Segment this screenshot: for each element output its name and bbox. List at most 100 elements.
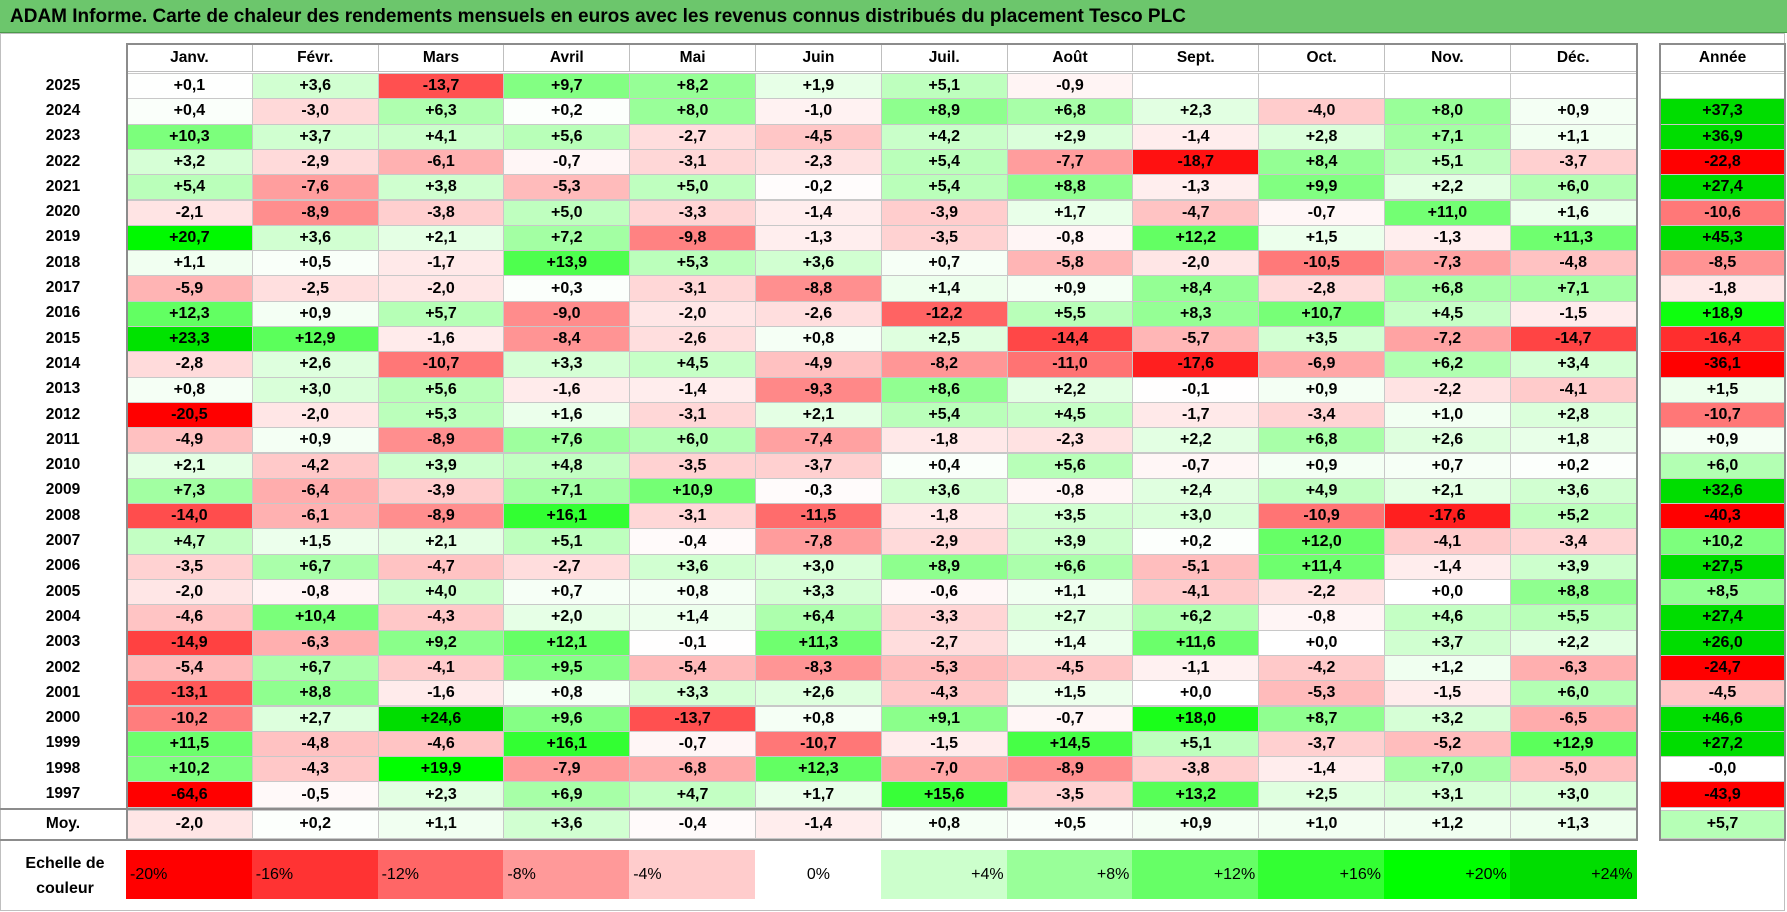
year-cell: +10,2 <box>1660 528 1785 555</box>
heatmap-cell: -13,7 <box>629 705 756 732</box>
heatmap-cell: -6,5 <box>1509 705 1637 732</box>
year-cell <box>1660 73 1785 100</box>
year-cell: +0,9 <box>1660 427 1785 454</box>
heatmap-cell: +2,6 <box>1384 427 1511 454</box>
average-cell: +0,5 <box>1006 809 1134 839</box>
heatmap-cell: -4,3 <box>251 756 379 783</box>
heatmap-cell: +3,7 <box>1384 629 1511 656</box>
heatmap-cell: -3,7 <box>1258 730 1385 758</box>
heatmap-cell: -1,4 <box>1132 123 1260 150</box>
row-label: 2020 <box>45 203 81 221</box>
heatmap-cell: -1,8 <box>880 427 1008 454</box>
heatmap-cell: +5,6 <box>1006 452 1134 479</box>
heatmap-cell: -0,8 <box>1006 224 1134 252</box>
average-cell: -0,4 <box>629 809 756 839</box>
heatmap-cell: +2,2 <box>1006 376 1134 403</box>
column-header: Nov. <box>1384 43 1511 72</box>
heatmap-cell: -8,9 <box>377 503 505 530</box>
heatmap-cell: -3,3 <box>880 604 1008 631</box>
heatmap-cell: -9,0 <box>503 300 631 327</box>
year-cell: +27,2 <box>1660 730 1785 758</box>
heatmap-cell: +3,3 <box>755 579 882 606</box>
year-cell: -4,5 <box>1660 680 1785 707</box>
heatmap-cell: +3,7 <box>251 123 379 150</box>
heatmap-cell: -0,7 <box>629 730 756 758</box>
heatmap-cell: -0,4 <box>629 528 756 555</box>
heatmap-cell: +2,3 <box>377 781 505 808</box>
heatmap-cell: -4,5 <box>755 123 882 150</box>
heatmap-cell: -7,2 <box>1384 326 1511 353</box>
heatmap-cell: -7,9 <box>503 756 631 783</box>
heatmap-cell: +10,7 <box>1258 300 1385 327</box>
heatmap-cell: +4,0 <box>377 579 505 606</box>
row-label: 2011 <box>46 430 80 448</box>
color-scale-swatch: +4% <box>880 850 1008 899</box>
year-column-header: Année <box>1660 43 1785 72</box>
heatmap-cell: +1,4 <box>1006 629 1134 656</box>
heatmap-cell: -4,1 <box>377 654 505 682</box>
heatmap-cell: -7,6 <box>251 174 379 201</box>
heatmap-cell: +3,4 <box>1509 351 1637 378</box>
average-year-cell: +5,7 <box>1660 809 1785 839</box>
heatmap-cell: +9,1 <box>880 705 1008 732</box>
heatmap-cell: +1,5 <box>1006 680 1134 707</box>
heatmap-cell: +6,7 <box>251 553 379 580</box>
heatmap-cell: +0,2 <box>1132 528 1260 555</box>
heatmap-cell: -7,4 <box>755 427 882 454</box>
average-cell: +0,8 <box>880 809 1008 839</box>
heatmap-cell: -3,1 <box>629 401 756 429</box>
heatmap-cell: -4,1 <box>1509 376 1637 403</box>
heatmap-cell: -2,9 <box>880 528 1008 555</box>
heatmap-cell: -2,7 <box>880 629 1008 656</box>
heatmap-cell: -4,3 <box>377 604 505 631</box>
heatmap-cell: +4,7 <box>126 528 253 555</box>
heatmap-cell: +4,5 <box>629 351 756 378</box>
heatmap-cell: -1,4 <box>1258 756 1385 783</box>
heatmap-cell: +2,8 <box>1509 401 1637 429</box>
heatmap-cell: -4,6 <box>377 730 505 758</box>
year-cell: +46,6 <box>1660 705 1785 732</box>
color-scale-swatch: +24% <box>1509 850 1637 899</box>
heatmap-cell: +5,0 <box>503 199 631 226</box>
heatmap-cell: +2,1 <box>755 401 882 429</box>
row-label: 2004 <box>45 607 81 625</box>
heatmap-cell: +0,9 <box>251 427 379 454</box>
row-label: 2012 <box>45 405 81 423</box>
heatmap-cell: +0,5 <box>251 250 379 277</box>
heatmap-cell: +12,1 <box>503 629 631 656</box>
color-scale-swatch: 0% <box>755 850 882 899</box>
heatmap-cell: -1,3 <box>1132 174 1260 201</box>
heatmap-cell: -11,5 <box>755 503 882 530</box>
heatmap-cell: +4,5 <box>1006 401 1134 429</box>
heatmap-cell: +12,3 <box>755 756 882 783</box>
heatmap-cell: +12,9 <box>251 326 379 353</box>
year-cell: +45,3 <box>1660 224 1785 252</box>
heatmap-cell: +7,0 <box>1384 756 1511 783</box>
heatmap-cell: -17,6 <box>1384 503 1511 530</box>
heatmap-cell: +7,6 <box>503 427 631 454</box>
column-header: Avril <box>503 43 631 72</box>
row-label: 2005 <box>45 582 81 600</box>
row-label: 2017 <box>45 279 81 297</box>
year-cell: -40,3 <box>1660 503 1785 530</box>
heatmap-cell: +2,1 <box>377 224 505 252</box>
heatmap-cell: -0,7 <box>1006 705 1134 732</box>
heatmap-cell: +8,8 <box>251 680 379 707</box>
column-header: Févr. <box>251 43 379 72</box>
row-label: 1998 <box>45 759 81 777</box>
year-cell: -8,5 <box>1660 250 1785 277</box>
heatmap-cell: +0,3 <box>503 275 631 302</box>
average-cell: +1,3 <box>1509 809 1637 839</box>
heatmap-cell: -0,1 <box>1132 376 1260 403</box>
heatmap-cell: +13,2 <box>1132 781 1260 808</box>
heatmap-cell: -1,5 <box>1509 300 1637 327</box>
heatmap-cell: -7,0 <box>880 756 1008 783</box>
heatmap-cell: -8,9 <box>377 427 505 454</box>
heatmap-cell <box>1384 73 1511 100</box>
heatmap-cell: +4,5 <box>1384 300 1511 327</box>
heatmap-cell: +0,8 <box>755 326 882 353</box>
column-header: Déc. <box>1509 43 1637 72</box>
heatmap-cell: -2,5 <box>251 275 379 302</box>
heatmap-cell: +1,4 <box>880 275 1008 302</box>
heatmap-cell: -14,4 <box>1006 326 1134 353</box>
